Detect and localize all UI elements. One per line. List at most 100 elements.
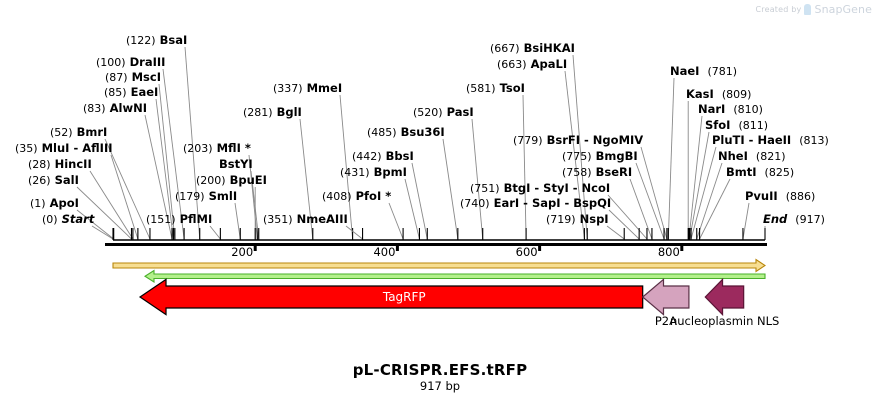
enzyme-name: End [763, 212, 788, 226]
enzyme-leader-line [522, 94, 527, 240]
enzyme-site-label: (87) MscI [105, 71, 161, 84]
enzyme-leader-line [184, 46, 201, 240]
enzyme-name: BglI [276, 105, 302, 119]
enzyme-site-label: (520) PasI [413, 106, 474, 119]
enzyme-site-label: (667) BsiHKAI [490, 42, 575, 55]
enzyme-leader-line [104, 138, 151, 240]
feature-orange-track[interactable] [112, 258, 766, 273]
enzyme-name: SalI [54, 173, 79, 187]
enzyme-site-label: (0) Start [42, 213, 94, 226]
enzyme-site-label: (431) BpmI [340, 166, 407, 179]
enzyme-site-label: (351) NmeAIII [263, 213, 348, 226]
enzyme-position: (825) [764, 166, 795, 179]
enzyme-position: (351) [263, 213, 293, 226]
enzyme-position: (663) [497, 58, 527, 71]
feature-nls[interactable] [704, 277, 745, 317]
enzyme-position: (203) [183, 142, 213, 155]
feature-p2a[interactable] [641, 278, 690, 316]
feature-label-p2a: P2A [654, 314, 677, 328]
enzyme-name: MmeI [306, 81, 343, 95]
enzyme-leader-line [89, 170, 134, 240]
enzyme-position: (751) [470, 182, 500, 195]
enzyme-leader-line [76, 186, 132, 240]
enzyme-leader-line [690, 146, 717, 240]
enzyme-site-label: (200) BpuEI [196, 174, 267, 187]
enzyme-site-label: (1) ApoI [30, 197, 79, 210]
enzyme-site-label: (337) MmeI [273, 82, 342, 95]
enzyme-site-label: (83) AlwNI [83, 102, 147, 115]
enzyme-leader-line [209, 225, 221, 240]
enzyme-leader-line [572, 54, 588, 240]
enzyme-position: (813) [799, 134, 829, 147]
enzyme-site-label: (775) BmgBI [562, 150, 638, 163]
enzyme-leader-line [162, 68, 185, 240]
enzyme-name: EarI - SapI - BspQI [493, 196, 612, 210]
sequence-ruler [105, 239, 767, 251]
enzyme-name: NarI [698, 102, 726, 116]
enzyme-site-label: (779) BsrFI - NgoMIV [513, 134, 643, 147]
leader-lines-group [76, 46, 766, 240]
enzyme-leader-line [471, 118, 484, 240]
enzyme-site-label: (122) BsaI [126, 34, 187, 47]
enzyme-leader-line [742, 202, 750, 240]
enzyme-position: (85) [104, 86, 127, 99]
enzyme-site-label: End (917) [763, 213, 825, 226]
enzyme-position: (667) [490, 42, 520, 55]
ruler-tick-label: 600 [515, 245, 538, 259]
enzyme-site-label: (151) PflMI [146, 213, 212, 226]
enzyme-position: (122) [126, 34, 156, 47]
enzyme-position: (740) [460, 197, 490, 210]
enzyme-site-label: NheI (821) [718, 150, 786, 163]
enzyme-site-label: (100) DraIII [96, 56, 165, 69]
enzyme-position: (52) [50, 126, 73, 139]
enzyme-position: (811) [738, 119, 769, 132]
enzyme-leader-line [91, 225, 114, 240]
enzyme-site-label: (35) MluI - AflIII [15, 142, 113, 155]
enzyme-position: (83) [83, 102, 106, 115]
enzyme-position: (758) [562, 166, 592, 179]
enzyme-name: PasI [446, 105, 474, 119]
watermark-prefix: Created by [755, 5, 802, 14]
enzyme-leader-line [404, 178, 420, 240]
enzyme-name: NaeI [670, 64, 700, 78]
enzyme-leader-line [607, 194, 648, 240]
enzyme-position: (781) [707, 65, 738, 78]
enzyme-name: BseRI [595, 165, 633, 179]
enzyme-name: MscI [131, 70, 161, 84]
enzyme-position: (179) [175, 190, 205, 203]
enzyme-site-label: NaeI (781) [670, 65, 737, 78]
enzyme-leader-line [606, 225, 625, 240]
enzyme-leader-line [345, 225, 363, 240]
enzyme-name: PvuII [745, 189, 778, 203]
feature-label-nls: nucleoplasmin NLS [669, 314, 780, 328]
feature-tracks [112, 258, 766, 317]
enzyme-name: BsiHKAI [523, 41, 575, 55]
enzyme-leader-line [248, 154, 258, 240]
enzyme-position: (520) [413, 106, 443, 119]
snapgene-watermark: Created by SnapGene [755, 3, 872, 16]
enzyme-position: (26) [28, 174, 51, 187]
enzyme-position: (100) [96, 56, 126, 69]
enzyme-leader-line [155, 98, 174, 240]
enzyme-leader-line [234, 202, 241, 240]
enzyme-name: Bsu36I [400, 125, 445, 139]
feature-green-track[interactable] [143, 269, 766, 284]
enzyme-position: (87) [105, 71, 128, 84]
enzyme-position: (0) [42, 213, 58, 226]
enzyme-site-label: SfoI (811) [705, 119, 768, 132]
watermark-brand: SnapGene [814, 3, 872, 16]
enzyme-site-label: (281) BglI [243, 106, 302, 119]
enzyme-site-label: (179) SmlI [175, 190, 237, 203]
enzyme-name: MluI - AflIII [41, 141, 113, 155]
enzyme-name: BsrFI - NgoMIV [546, 133, 644, 147]
enzyme-name: BpmI [373, 165, 407, 179]
enzyme-name: DraIII [129, 55, 166, 69]
enzyme-name: NspI [579, 212, 609, 226]
enzyme-position: (28) [28, 158, 51, 171]
enzyme-leader-line [299, 118, 314, 240]
enzyme-site-label: (26) SalI [28, 174, 79, 187]
enzyme-name: ApaLI [530, 57, 568, 71]
enzyme-name: TsoI [499, 81, 525, 95]
enzyme-name: KasI [686, 87, 714, 101]
